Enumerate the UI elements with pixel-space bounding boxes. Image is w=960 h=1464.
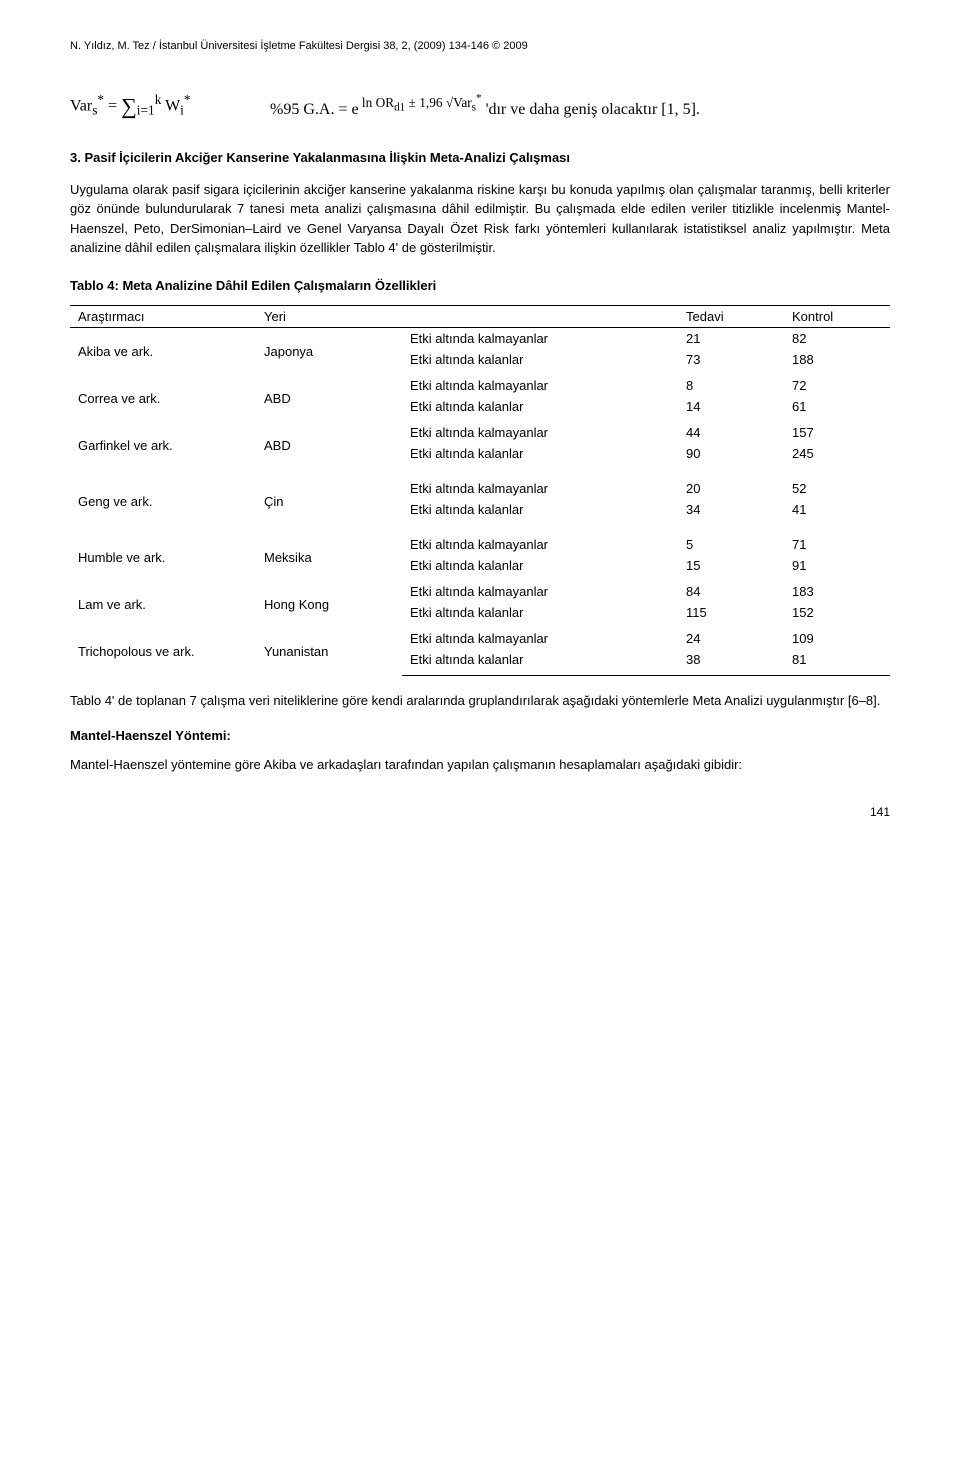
cell-tedavi: 8: [678, 375, 784, 396]
cell-yeri: ABD: [256, 422, 402, 469]
cell-yeri: Yunanistan: [256, 628, 402, 676]
cell-label-kalmayanlar: Etki altında kalmayanlar: [402, 469, 678, 499]
section-heading: Pasif İçicilerin Akciğer Kanserine Yakal…: [84, 150, 570, 165]
cell-tedavi: 84: [678, 581, 784, 602]
table-row: Garfinkel ve ark.ABDEtki altında kalmaya…: [70, 422, 890, 443]
cell-kontrol: 157: [784, 422, 890, 443]
cell-kontrol: 72: [784, 375, 890, 396]
table-row: Humble ve ark.MeksikaEtki altında kalmay…: [70, 525, 890, 555]
cell-kontrol: 91: [784, 555, 890, 581]
col-header-kontrol: Kontrol: [784, 305, 890, 327]
cell-label-kalmayanlar: Etki altında kalmayanlar: [402, 375, 678, 396]
page-number: 141: [70, 805, 890, 819]
cell-kontrol: 183: [784, 581, 890, 602]
cell-tedavi: 34: [678, 499, 784, 525]
cell-label-kalmayanlar: Etki altında kalmayanlar: [402, 628, 678, 649]
cell-arastirmaci: Correa ve ark.: [70, 375, 256, 422]
table-4: Araştırmacı Yeri Tedavi Kontrol Akiba ve…: [70, 305, 890, 676]
cell-tedavi: 90: [678, 443, 784, 469]
cell-tedavi: 73: [678, 349, 784, 375]
cell-yeri: Hong Kong: [256, 581, 402, 628]
table-row: Akiba ve ark.JaponyaEtki altında kalmaya…: [70, 327, 890, 349]
paragraph-1: Uygulama olarak pasif sigara içicilerini…: [70, 180, 890, 258]
table-row: Geng ve ark.ÇinEtki altında kalmayanlar2…: [70, 469, 890, 499]
subsection-mh-title: Mantel-Haenszel Yöntemi:: [70, 728, 890, 743]
cell-kontrol: 52: [784, 469, 890, 499]
cell-kontrol: 82: [784, 327, 890, 349]
cell-label-kalanlar: Etki altında kalanlar: [402, 555, 678, 581]
cell-kontrol: 71: [784, 525, 890, 555]
cell-tedavi: 20: [678, 469, 784, 499]
col-header-empty: [402, 305, 678, 327]
cell-kontrol: 109: [784, 628, 890, 649]
col-header-yeri: Yeri: [256, 305, 402, 327]
table-row: Lam ve ark.Hong KongEtki altında kalmaya…: [70, 581, 890, 602]
table-header-row: Araştırmacı Yeri Tedavi Kontrol: [70, 305, 890, 327]
paragraph-3: Mantel-Haenszel yöntemine göre Akiba ve …: [70, 755, 890, 775]
cell-label-kalmayanlar: Etki altında kalmayanlar: [402, 525, 678, 555]
cell-label-kalmayanlar: Etki altında kalmayanlar: [402, 327, 678, 349]
cell-arastirmaci: Trichopolous ve ark.: [70, 628, 256, 676]
cell-kontrol: 188: [784, 349, 890, 375]
cell-tedavi: 38: [678, 649, 784, 676]
cell-tedavi: 21: [678, 327, 784, 349]
table-4-title: Tablo 4: Meta Analizine Dâhil Edilen Çal…: [70, 278, 890, 293]
section-number: 3.: [70, 150, 81, 165]
cell-arastirmaci: Geng ve ark.: [70, 469, 256, 525]
cell-kontrol: 41: [784, 499, 890, 525]
cell-label-kalmayanlar: Etki altında kalmayanlar: [402, 422, 678, 443]
cell-label-kalanlar: Etki altında kalanlar: [402, 349, 678, 375]
formula-variance: Vars* = ∑i=1k Wi*: [70, 92, 270, 120]
cell-tedavi: 115: [678, 602, 784, 628]
cell-kontrol: 61: [784, 396, 890, 422]
page-header: N. Yıldız, M. Tez / İstanbul Üniversites…: [70, 40, 890, 52]
cell-arastirmaci: Akiba ve ark.: [70, 327, 256, 375]
paragraph-2: Tablo 4' de toplanan 7 çalışma veri nite…: [70, 691, 890, 711]
cell-kontrol: 152: [784, 602, 890, 628]
cell-tedavi: 24: [678, 628, 784, 649]
cell-yeri: Çin: [256, 469, 402, 525]
cell-label-kalmayanlar: Etki altında kalmayanlar: [402, 581, 678, 602]
cell-yeri: ABD: [256, 375, 402, 422]
table-row: Trichopolous ve ark.YunanistanEtki altın…: [70, 628, 890, 649]
cell-label-kalanlar: Etki altında kalanlar: [402, 602, 678, 628]
cell-tedavi: 44: [678, 422, 784, 443]
cell-arastirmaci: Humble ve ark.: [70, 525, 256, 581]
col-header-arastirmaci: Araştırmacı: [70, 305, 256, 327]
cell-label-kalanlar: Etki altında kalanlar: [402, 499, 678, 525]
cell-tedavi: 15: [678, 555, 784, 581]
formula-row: Vars* = ∑i=1k Wi* %95 G.A. = e ln ORd1 ±…: [70, 92, 890, 120]
cell-label-kalanlar: Etki altında kalanlar: [402, 443, 678, 469]
cell-label-kalanlar: Etki altında kalanlar: [402, 649, 678, 676]
section-3-title: 3. Pasif İçicilerin Akciğer Kanserine Ya…: [70, 150, 890, 165]
cell-arastirmaci: Garfinkel ve ark.: [70, 422, 256, 469]
cell-kontrol: 245: [784, 443, 890, 469]
cell-yeri: Meksika: [256, 525, 402, 581]
cell-arastirmaci: Lam ve ark.: [70, 581, 256, 628]
table-row: Correa ve ark.ABDEtki altında kalmayanla…: [70, 375, 890, 396]
cell-label-kalanlar: Etki altında kalanlar: [402, 396, 678, 422]
cell-yeri: Japonya: [256, 327, 402, 375]
cell-tedavi: 5: [678, 525, 784, 555]
cell-tedavi: 14: [678, 396, 784, 422]
cell-kontrol: 81: [784, 649, 890, 676]
formula-ci: %95 G.A. = e ln ORd1 ± 1,96 √Vars* 'dır …: [270, 93, 890, 119]
col-header-tedavi: Tedavi: [678, 305, 784, 327]
